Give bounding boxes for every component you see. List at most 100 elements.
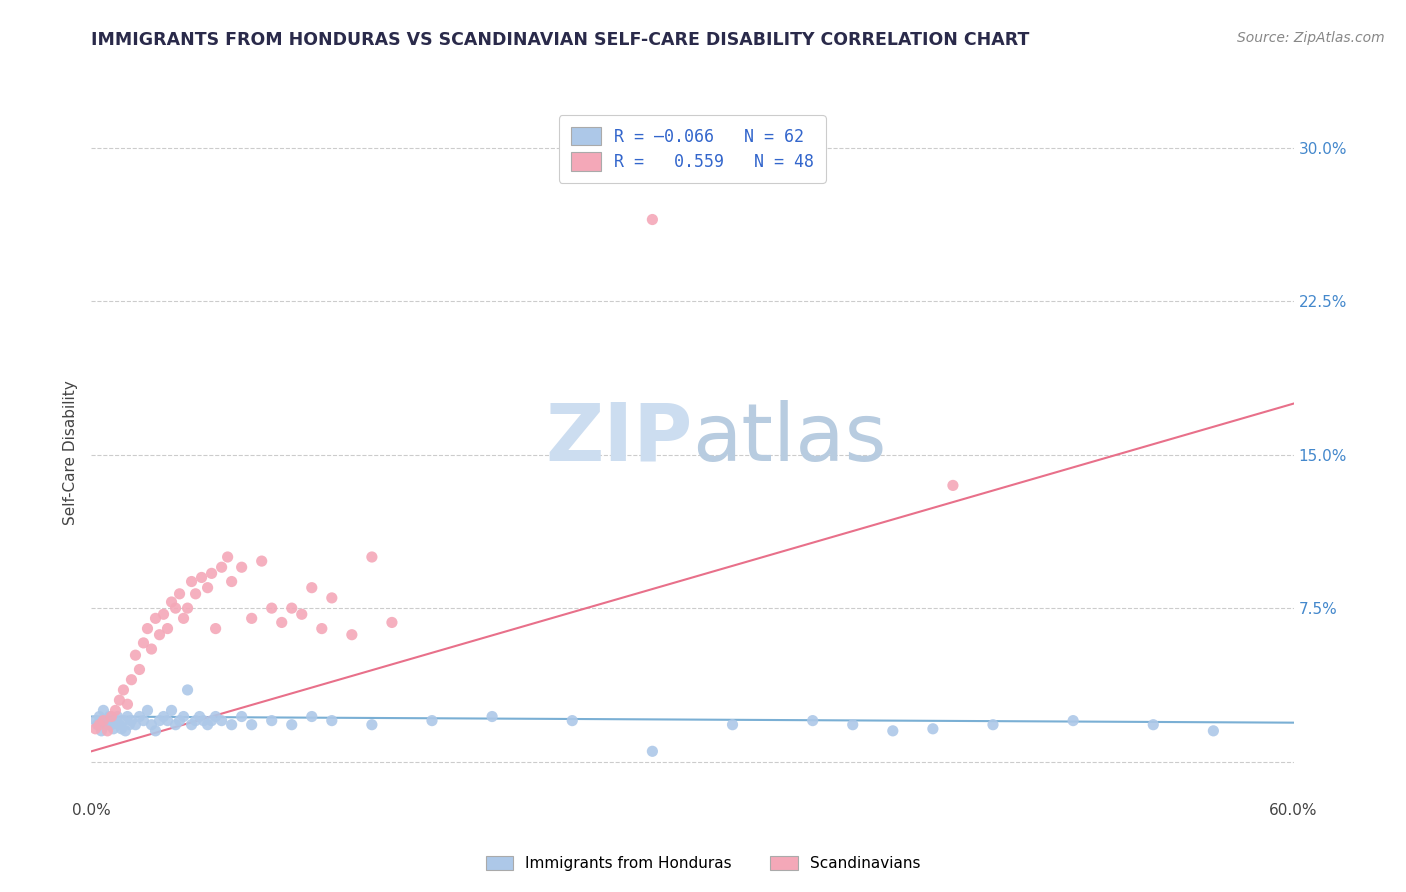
Point	[922, 722, 945, 736]
Point	[96, 723, 118, 738]
Point	[240, 717, 263, 731]
Point	[321, 591, 343, 605]
Point	[136, 703, 159, 717]
Text: ZIP: ZIP	[546, 400, 692, 478]
Point	[1062, 714, 1084, 728]
Text: atlas: atlas	[692, 400, 887, 478]
Point	[156, 622, 179, 636]
Point	[176, 682, 198, 697]
Point	[217, 549, 239, 564]
Point	[112, 682, 135, 697]
Point	[173, 709, 195, 723]
Point	[841, 717, 863, 731]
Point	[132, 636, 155, 650]
Point	[260, 714, 283, 728]
Point	[291, 607, 314, 622]
Point	[114, 723, 136, 738]
Point	[641, 744, 664, 758]
Point	[561, 714, 583, 728]
Point	[121, 673, 143, 687]
Point	[204, 622, 226, 636]
Point	[340, 628, 363, 642]
Point	[188, 709, 211, 723]
Point	[112, 714, 135, 728]
Point	[301, 709, 323, 723]
Point	[132, 714, 155, 728]
Point	[641, 212, 664, 227]
Point	[301, 581, 323, 595]
Point	[100, 717, 122, 731]
Point	[281, 601, 304, 615]
Point	[128, 663, 150, 677]
Point	[90, 723, 112, 738]
Point	[148, 628, 170, 642]
Point	[311, 622, 333, 636]
Point	[93, 703, 115, 717]
Point	[124, 717, 146, 731]
Point	[160, 703, 183, 717]
Point	[89, 709, 111, 723]
Point	[100, 709, 122, 723]
Point	[86, 717, 108, 731]
Point	[145, 611, 167, 625]
Point	[197, 581, 219, 595]
Point	[169, 714, 191, 728]
Point	[360, 549, 382, 564]
Point	[981, 717, 1004, 731]
Point	[250, 554, 273, 568]
Point	[89, 717, 111, 731]
Point	[169, 587, 191, 601]
Point	[84, 722, 107, 736]
Text: Source: ZipAtlas.com: Source: ZipAtlas.com	[1237, 31, 1385, 45]
Point	[211, 560, 233, 574]
Point	[201, 714, 224, 728]
Point	[96, 717, 118, 731]
Point	[94, 714, 117, 728]
Y-axis label: Self-Care Disability: Self-Care Disability	[63, 380, 79, 525]
Point	[108, 693, 131, 707]
Point	[117, 709, 139, 723]
Point	[801, 714, 824, 728]
Point	[165, 601, 187, 615]
Point	[184, 714, 207, 728]
Point	[118, 717, 141, 731]
Point	[107, 709, 129, 723]
Point	[110, 722, 132, 736]
Point	[221, 717, 243, 731]
Point	[141, 642, 163, 657]
Point	[117, 698, 139, 712]
Point	[160, 595, 183, 609]
Point	[204, 709, 226, 723]
Point	[173, 611, 195, 625]
Point	[1202, 723, 1225, 738]
Point	[1142, 717, 1164, 731]
Point	[104, 714, 127, 728]
Point	[104, 703, 127, 717]
Point	[121, 714, 143, 728]
Point	[156, 714, 179, 728]
Legend: Immigrants from Honduras, Scandinavians: Immigrants from Honduras, Scandinavians	[479, 849, 927, 877]
Point	[180, 717, 202, 731]
Point	[136, 622, 159, 636]
Point	[942, 478, 965, 492]
Point	[124, 648, 146, 662]
Point	[84, 714, 107, 728]
Text: IMMIGRANTS FROM HONDURAS VS SCANDINAVIAN SELF-CARE DISABILITY CORRELATION CHART: IMMIGRANTS FROM HONDURAS VS SCANDINAVIAN…	[91, 31, 1029, 49]
Point	[260, 601, 283, 615]
Point	[165, 717, 187, 731]
Point	[201, 566, 224, 581]
Point	[231, 560, 253, 574]
Point	[152, 709, 174, 723]
Point	[721, 717, 744, 731]
Point	[180, 574, 202, 589]
Point	[321, 714, 343, 728]
Point	[231, 709, 253, 723]
Point	[152, 607, 174, 622]
Point	[176, 601, 198, 615]
Point	[108, 717, 131, 731]
Point	[197, 717, 219, 731]
Point	[281, 717, 304, 731]
Point	[381, 615, 404, 630]
Point	[148, 714, 170, 728]
Point	[128, 709, 150, 723]
